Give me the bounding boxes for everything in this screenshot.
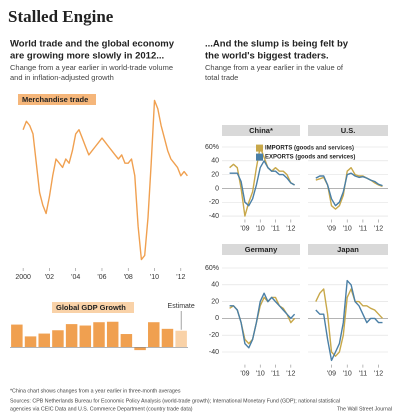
y-tick-label: 0	[215, 185, 219, 192]
bar	[11, 324, 23, 348]
bar	[52, 330, 64, 348]
bar	[24, 336, 37, 348]
x-tick-label: '09	[240, 370, 249, 377]
data-line	[315, 172, 383, 207]
x-tick-label: '09	[327, 225, 336, 232]
legend-swatch	[256, 144, 263, 152]
y-tick-label: -20	[209, 332, 219, 339]
panel-label-bg	[18, 94, 96, 105]
x-tick-label: '11	[271, 225, 280, 232]
bar	[148, 322, 160, 348]
x-tick-label: '10	[256, 225, 265, 232]
data-line	[315, 279, 383, 362]
y-tick-label: -20	[209, 199, 219, 206]
bar	[38, 333, 50, 348]
data-line	[229, 296, 296, 345]
data-line	[229, 146, 295, 217]
left-subtitle: and in inflation-adjusted growth	[10, 73, 114, 82]
x-tick-label: '12	[286, 225, 295, 232]
x-tick-label: '10	[150, 274, 159, 281]
sources: agencies via CEIC Data and U.S. Commerce…	[10, 406, 193, 412]
x-tick-label: '11	[271, 370, 280, 377]
right-subtitle: total trade	[205, 73, 238, 82]
data-line	[229, 292, 296, 349]
x-tick-label: 2000	[15, 274, 31, 281]
y-tick-label: 40	[211, 282, 219, 289]
panel-label-bg	[52, 302, 134, 313]
page-title: Stalled Engine	[8, 7, 114, 26]
panel-header	[308, 125, 388, 136]
x-tick-label: '12	[286, 370, 295, 377]
y-tick-label: -40	[209, 213, 219, 220]
x-tick-label: '11	[359, 370, 368, 377]
x-tick-label: '12	[176, 274, 185, 281]
right-heading: ...And the slump is being felt by	[205, 39, 349, 50]
bar	[93, 322, 105, 348]
x-tick-label: '04	[71, 274, 80, 281]
y-tick-label: 20	[211, 171, 219, 178]
legend-swatch	[256, 153, 263, 161]
x-tick-label: '09	[327, 370, 336, 377]
right-heading: the world's biggest traders.	[205, 51, 329, 62]
bar	[175, 330, 187, 348]
x-tick-label: '10	[256, 370, 265, 377]
bar	[120, 334, 133, 348]
bar	[106, 321, 119, 348]
bar	[161, 328, 174, 348]
data-line	[315, 288, 384, 357]
right-subtitle: Change from a year earlier in the value …	[205, 63, 344, 72]
legend-label: EXPORTS (goods and services)	[265, 155, 355, 161]
sources: Sources: CPB Netherlands Bureau for Econ…	[10, 398, 340, 404]
y-tick-label: 20	[211, 298, 219, 305]
data-line	[22, 99, 188, 261]
y-tick-label: 0	[215, 315, 219, 322]
y-tick-label: 40	[211, 158, 219, 165]
x-tick-label: '10	[343, 225, 352, 232]
panel-label: Global GDP Growth	[56, 303, 126, 312]
x-tick-label: '12	[374, 225, 383, 232]
bar	[79, 325, 92, 348]
panel-header	[222, 125, 300, 136]
x-tick-label: '06	[97, 274, 106, 281]
left-subtitle: Change from a year earlier in world-trad…	[10, 63, 173, 72]
annotation: Estimate	[168, 303, 195, 310]
x-tick-label: '09	[240, 225, 249, 232]
left-heading: World trade and the global economy	[10, 39, 175, 50]
x-tick-label: '08	[124, 274, 133, 281]
credit: The Wall Street Journal	[337, 406, 392, 412]
data-line	[229, 160, 295, 207]
panel-header	[308, 244, 388, 255]
left-heading: are growing more slowly in 2012...	[10, 51, 164, 62]
bar	[65, 324, 78, 348]
panel-title: Germany	[245, 245, 278, 254]
panel-title: Japan	[337, 245, 359, 254]
panel-header	[222, 244, 300, 255]
y-tick-label: -40	[209, 349, 219, 356]
x-tick-label: '12	[374, 370, 383, 377]
panel-label: Merchandise trade	[22, 95, 88, 104]
legend-label: IMPORTS (goods and services)	[265, 146, 354, 152]
footnote: *China chart shows changes from a year e…	[10, 388, 181, 394]
x-tick-label: '02	[45, 274, 54, 281]
panel-title: China*	[249, 126, 273, 135]
panel-title: U.S.	[341, 126, 356, 135]
y-tick-label: 60%	[205, 144, 219, 151]
x-tick-label: '10	[343, 370, 352, 377]
x-tick-label: '11	[359, 225, 368, 232]
y-tick-label: 60%	[205, 265, 219, 272]
bar	[134, 347, 146, 351]
